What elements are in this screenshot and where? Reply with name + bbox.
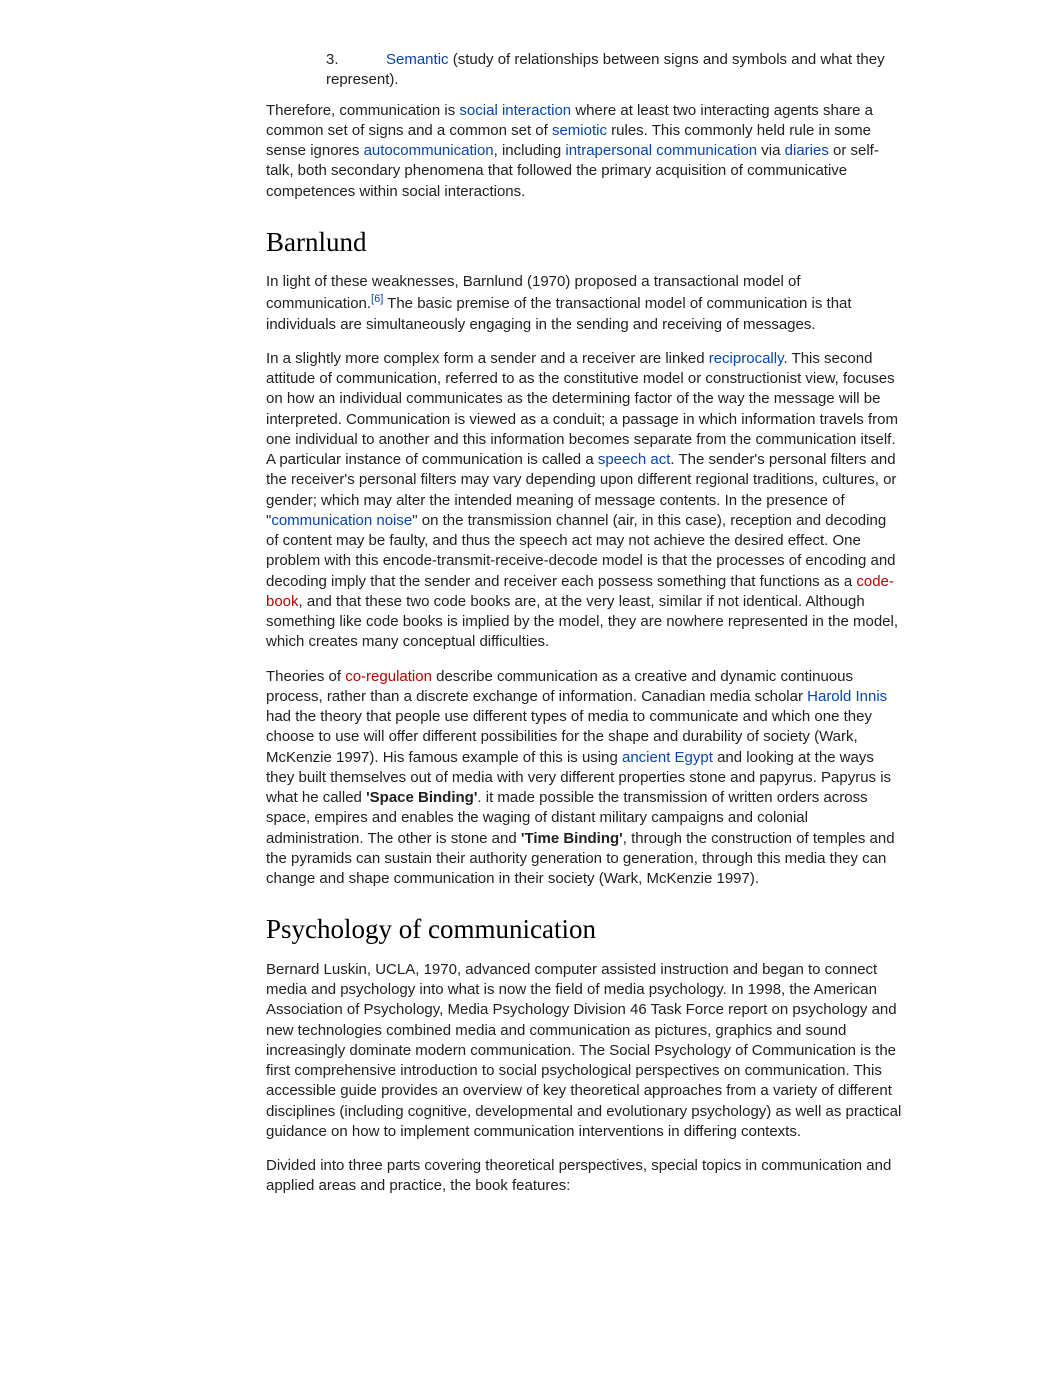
ordered-list-item: 3.Semantic (study of relationships betwe…: [266, 50, 902, 91]
link-speech-act[interactable]: speech act: [598, 451, 671, 468]
citation-6[interactable]: [6]: [371, 293, 383, 305]
link-semantic[interactable]: Semantic: [386, 51, 449, 68]
link-semiotic[interactable]: semiotic: [552, 122, 607, 139]
link-social-interaction[interactable]: social interaction: [459, 102, 571, 119]
paragraph-barnlund-intro: In light of these weaknesses, Barnlund (…: [266, 272, 902, 335]
bold-time-binding: 'Time Binding': [521, 830, 623, 847]
redlink-co-regulation[interactable]: co-regulation: [345, 668, 432, 685]
link-harold-innis[interactable]: Harold Innis: [807, 688, 887, 705]
paragraph-therefore: Therefore, communication is social inter…: [266, 101, 902, 202]
bold-space-binding: 'Space Binding': [366, 789, 477, 806]
heading-psychology: Psychology of communication: [266, 911, 902, 947]
text: , including: [494, 142, 566, 159]
link-reciprocally[interactable]: reciprocally: [709, 350, 784, 367]
link-autocommunication[interactable]: autocommunication: [364, 142, 494, 159]
text: Therefore, communication is: [266, 102, 459, 119]
paragraph-barnlund-theories: Theories of co-regulation describe commu…: [266, 667, 902, 890]
text: , and that these two code books are, at …: [266, 593, 898, 651]
text: In a slightly more complex form a sender…: [266, 350, 709, 367]
heading-barnlund: Barnlund: [266, 224, 902, 260]
text: via: [757, 142, 785, 159]
paragraph-psych-divided: Divided into three parts covering theore…: [266, 1156, 902, 1197]
text: Theories of: [266, 668, 345, 685]
article-page: 3.Semantic (study of relationships betwe…: [0, 0, 1062, 1377]
list-marker: 3.: [326, 50, 386, 70]
paragraph-barnlund-complex: In a slightly more complex form a sender…: [266, 349, 902, 653]
link-ancient-egypt[interactable]: ancient Egypt: [622, 749, 713, 766]
paragraph-psych-intro: Bernard Luskin, UCLA, 1970, advanced com…: [266, 960, 902, 1142]
link-communication-noise[interactable]: communication noise: [271, 512, 412, 529]
link-intrapersonal-communication[interactable]: intrapersonal communication: [565, 142, 757, 159]
link-diaries[interactable]: diaries: [785, 142, 829, 159]
